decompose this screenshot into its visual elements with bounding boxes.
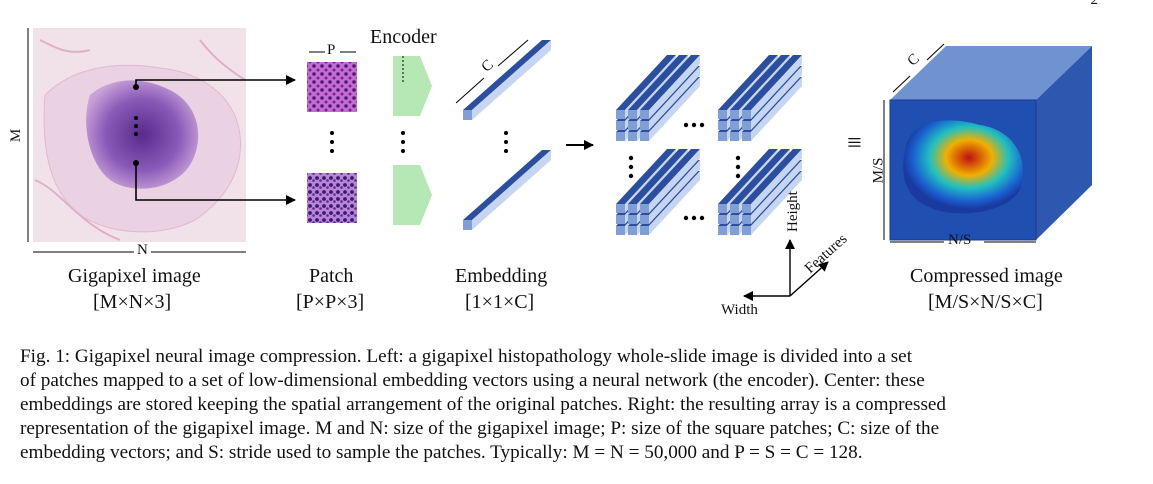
- embedding-top: [463, 40, 551, 120]
- grid-rod: [640, 132, 649, 141]
- grid-rod: [742, 121, 751, 130]
- grid-rod: [628, 204, 637, 213]
- grid-rod: [628, 55, 688, 110]
- embedding-bottom: [463, 150, 551, 230]
- compressed-title: Compressed image: [910, 265, 1063, 287]
- encoder-bottom: [393, 165, 432, 225]
- grid-rod: [751, 160, 802, 224]
- patch-bottom: [307, 173, 357, 223]
- embedding-title: Embedding: [455, 265, 548, 287]
- grid-rod: [718, 204, 727, 213]
- grid-rod: [616, 149, 676, 204]
- grid-rod: [640, 149, 700, 204]
- grid-rod: [628, 132, 637, 141]
- grid-rod: [751, 149, 802, 213]
- page-number: 2: [1090, 0, 1099, 8]
- grid-rod: [718, 226, 727, 235]
- grid-rod: [751, 55, 802, 119]
- grid-rod: [649, 66, 700, 130]
- grid-rod: [628, 215, 637, 224]
- grid-rod: [730, 204, 739, 213]
- compressed-ns-label: N/S: [948, 232, 972, 248]
- figure-caption: Fig. 1: Gigapixel neural image compressi…: [20, 345, 1100, 465]
- grid-rod: [628, 110, 637, 119]
- grid-rod: [730, 121, 739, 130]
- grid-rod: [742, 215, 751, 224]
- compressed-ms-label: M/S: [870, 157, 887, 184]
- grid-rod: [742, 204, 751, 213]
- grid-rod: [649, 55, 700, 119]
- grid-rod: [742, 226, 751, 235]
- grid-rod: [640, 215, 649, 224]
- compressed-cube: [889, 46, 1092, 241]
- caption-line: of patches mapped to a set of low-dimens…: [20, 370, 925, 391]
- grid-rod: [649, 160, 700, 224]
- figure-graphic: [27, 28, 1092, 301]
- encoder-label: Encoder: [370, 26, 437, 48]
- grid-rod: [730, 149, 790, 204]
- grid-rod: [616, 215, 625, 224]
- grid-rod: [718, 149, 778, 204]
- grid-rod: [640, 226, 649, 235]
- patch-dims: [P×P×3]: [296, 291, 365, 313]
- caption-line: representation of the gigapixel image. M…: [20, 418, 940, 439]
- wsi-thumbnail: [33, 28, 246, 242]
- embedding-dims: [1×1×C]: [465, 291, 535, 313]
- grid-rod: [649, 171, 700, 235]
- encoder-top: [393, 56, 432, 116]
- grid-rod: [640, 121, 649, 130]
- caption-line: embeddings are stored keeping the spatia…: [20, 394, 947, 415]
- grid-rod: [628, 121, 637, 130]
- caption-line: Fig. 1: Gigapixel neural image compressi…: [20, 346, 913, 367]
- wsi-n-label: N: [134, 242, 151, 259]
- grid-rod: [742, 55, 802, 110]
- grid-rod: [616, 121, 625, 130]
- grid-rod: [730, 215, 739, 224]
- wsi-title: Gigapixel image: [68, 265, 201, 287]
- patch-title: Patch: [309, 265, 354, 287]
- grid-rod: [742, 132, 751, 141]
- caption-line: embedding vectors; and S: stride used to…: [20, 442, 863, 463]
- patch-p-label: P: [327, 42, 336, 58]
- wsi-m-label: M: [8, 128, 25, 143]
- grid-rod: [649, 149, 700, 213]
- grid-rod: [718, 132, 727, 141]
- grid-rod: [751, 66, 802, 130]
- grid-rod: [718, 55, 778, 110]
- axis-width-label: Width: [721, 302, 758, 318]
- grid-rod: [730, 132, 739, 141]
- grid-rod: [730, 226, 739, 235]
- grid-rod: [751, 77, 802, 141]
- grid-rod: [628, 149, 688, 204]
- grid-rod: [730, 55, 790, 110]
- grid-rod: [718, 215, 727, 224]
- grid-rod: [628, 226, 637, 235]
- grid-rod: [751, 171, 802, 235]
- grid-rod: [640, 110, 649, 119]
- grid-rod: [616, 55, 676, 110]
- grid-rod: [718, 121, 727, 130]
- compressed-dims: [M/S×N/S×C]: [928, 291, 1043, 313]
- grid-rod: [730, 110, 739, 119]
- grid-rod: [640, 204, 649, 213]
- grid-rod: [616, 110, 625, 119]
- equivalence-symbol: ≡: [847, 128, 862, 157]
- grid-rod: [616, 226, 625, 235]
- patch-top: [307, 62, 357, 112]
- grid-rod: [616, 132, 625, 141]
- grid-rod: [718, 110, 727, 119]
- axis-height-label: Height: [785, 191, 801, 232]
- embedding-grid: [616, 55, 802, 235]
- grid-rod: [616, 204, 625, 213]
- wsi-dims: [M×N×3]: [93, 291, 172, 313]
- grid-rod: [742, 110, 751, 119]
- grid-rod: [742, 149, 802, 204]
- grid-rod: [640, 55, 700, 110]
- grid-rod: [649, 77, 700, 141]
